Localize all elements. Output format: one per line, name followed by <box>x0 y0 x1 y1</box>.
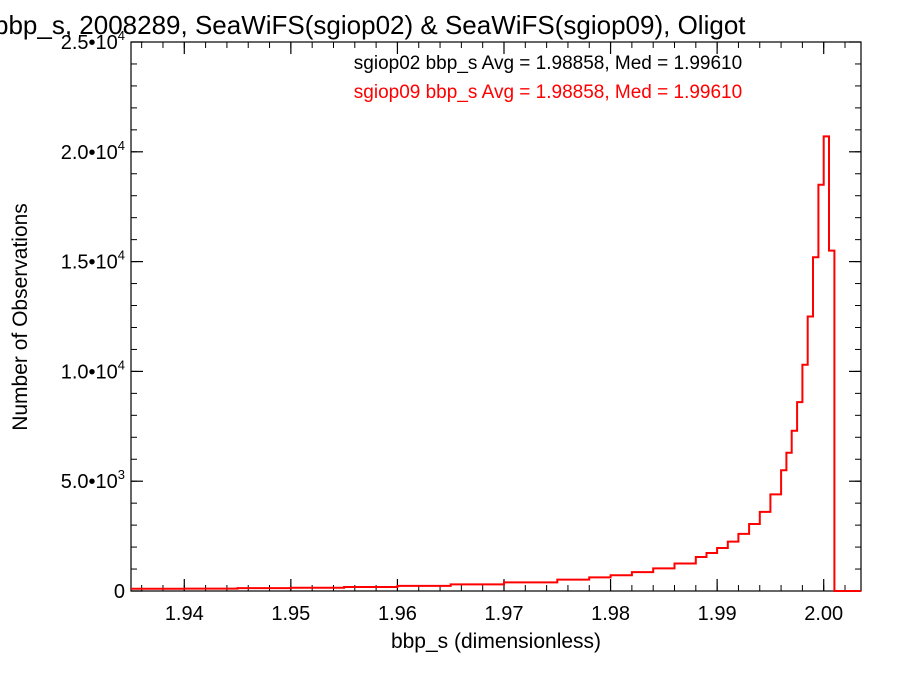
x-tick-label: 1.97 <box>485 603 524 625</box>
plot-frame <box>130 41 862 592</box>
y-tick-label: 2.0•104 <box>61 138 125 164</box>
x-tick-label: 1.95 <box>271 603 310 625</box>
y-tick-label: 2.5•104 <box>61 28 125 54</box>
series-line <box>131 135 861 592</box>
chart-title: bbp_s, 2008289, SeaWiFS(sgiop02) & SeaWi… <box>0 10 746 40</box>
x-tick-labels: 1.94 1.95 1.96 1.97 1.98 1.99 2.00 <box>165 603 843 625</box>
annotation-sgiop09: sgiop09 bbp_s Avg = 1.98858, Med = 1.996… <box>354 82 742 103</box>
x-tick-label: 1.94 <box>165 603 204 625</box>
y-tick-label: 5.0•103 <box>61 467 125 493</box>
x-tick-label: 1.99 <box>698 603 737 625</box>
x-tick-label: 1.96 <box>378 603 417 625</box>
annotation-sgiop02: sgiop02 bbp_s Avg = 1.98858, Med = 1.996… <box>354 53 742 74</box>
x-tick-label: 2.00 <box>804 603 843 625</box>
x-axis-title: bbp_s (dimensionless) <box>391 630 601 653</box>
y-tick-label: 0 <box>114 581 125 603</box>
y-tick-labels: 0 5.0•103 1.0•104 1.5•104 2.0•104 2.5•104 <box>61 28 125 603</box>
y-tick-label: 1.5•104 <box>61 248 125 274</box>
y-tick-label: 1.0•104 <box>61 357 125 383</box>
x-tick-label: 1.98 <box>591 603 630 625</box>
y-axis-title: Number of Observations <box>9 203 32 431</box>
axis-ticks <box>131 41 861 592</box>
